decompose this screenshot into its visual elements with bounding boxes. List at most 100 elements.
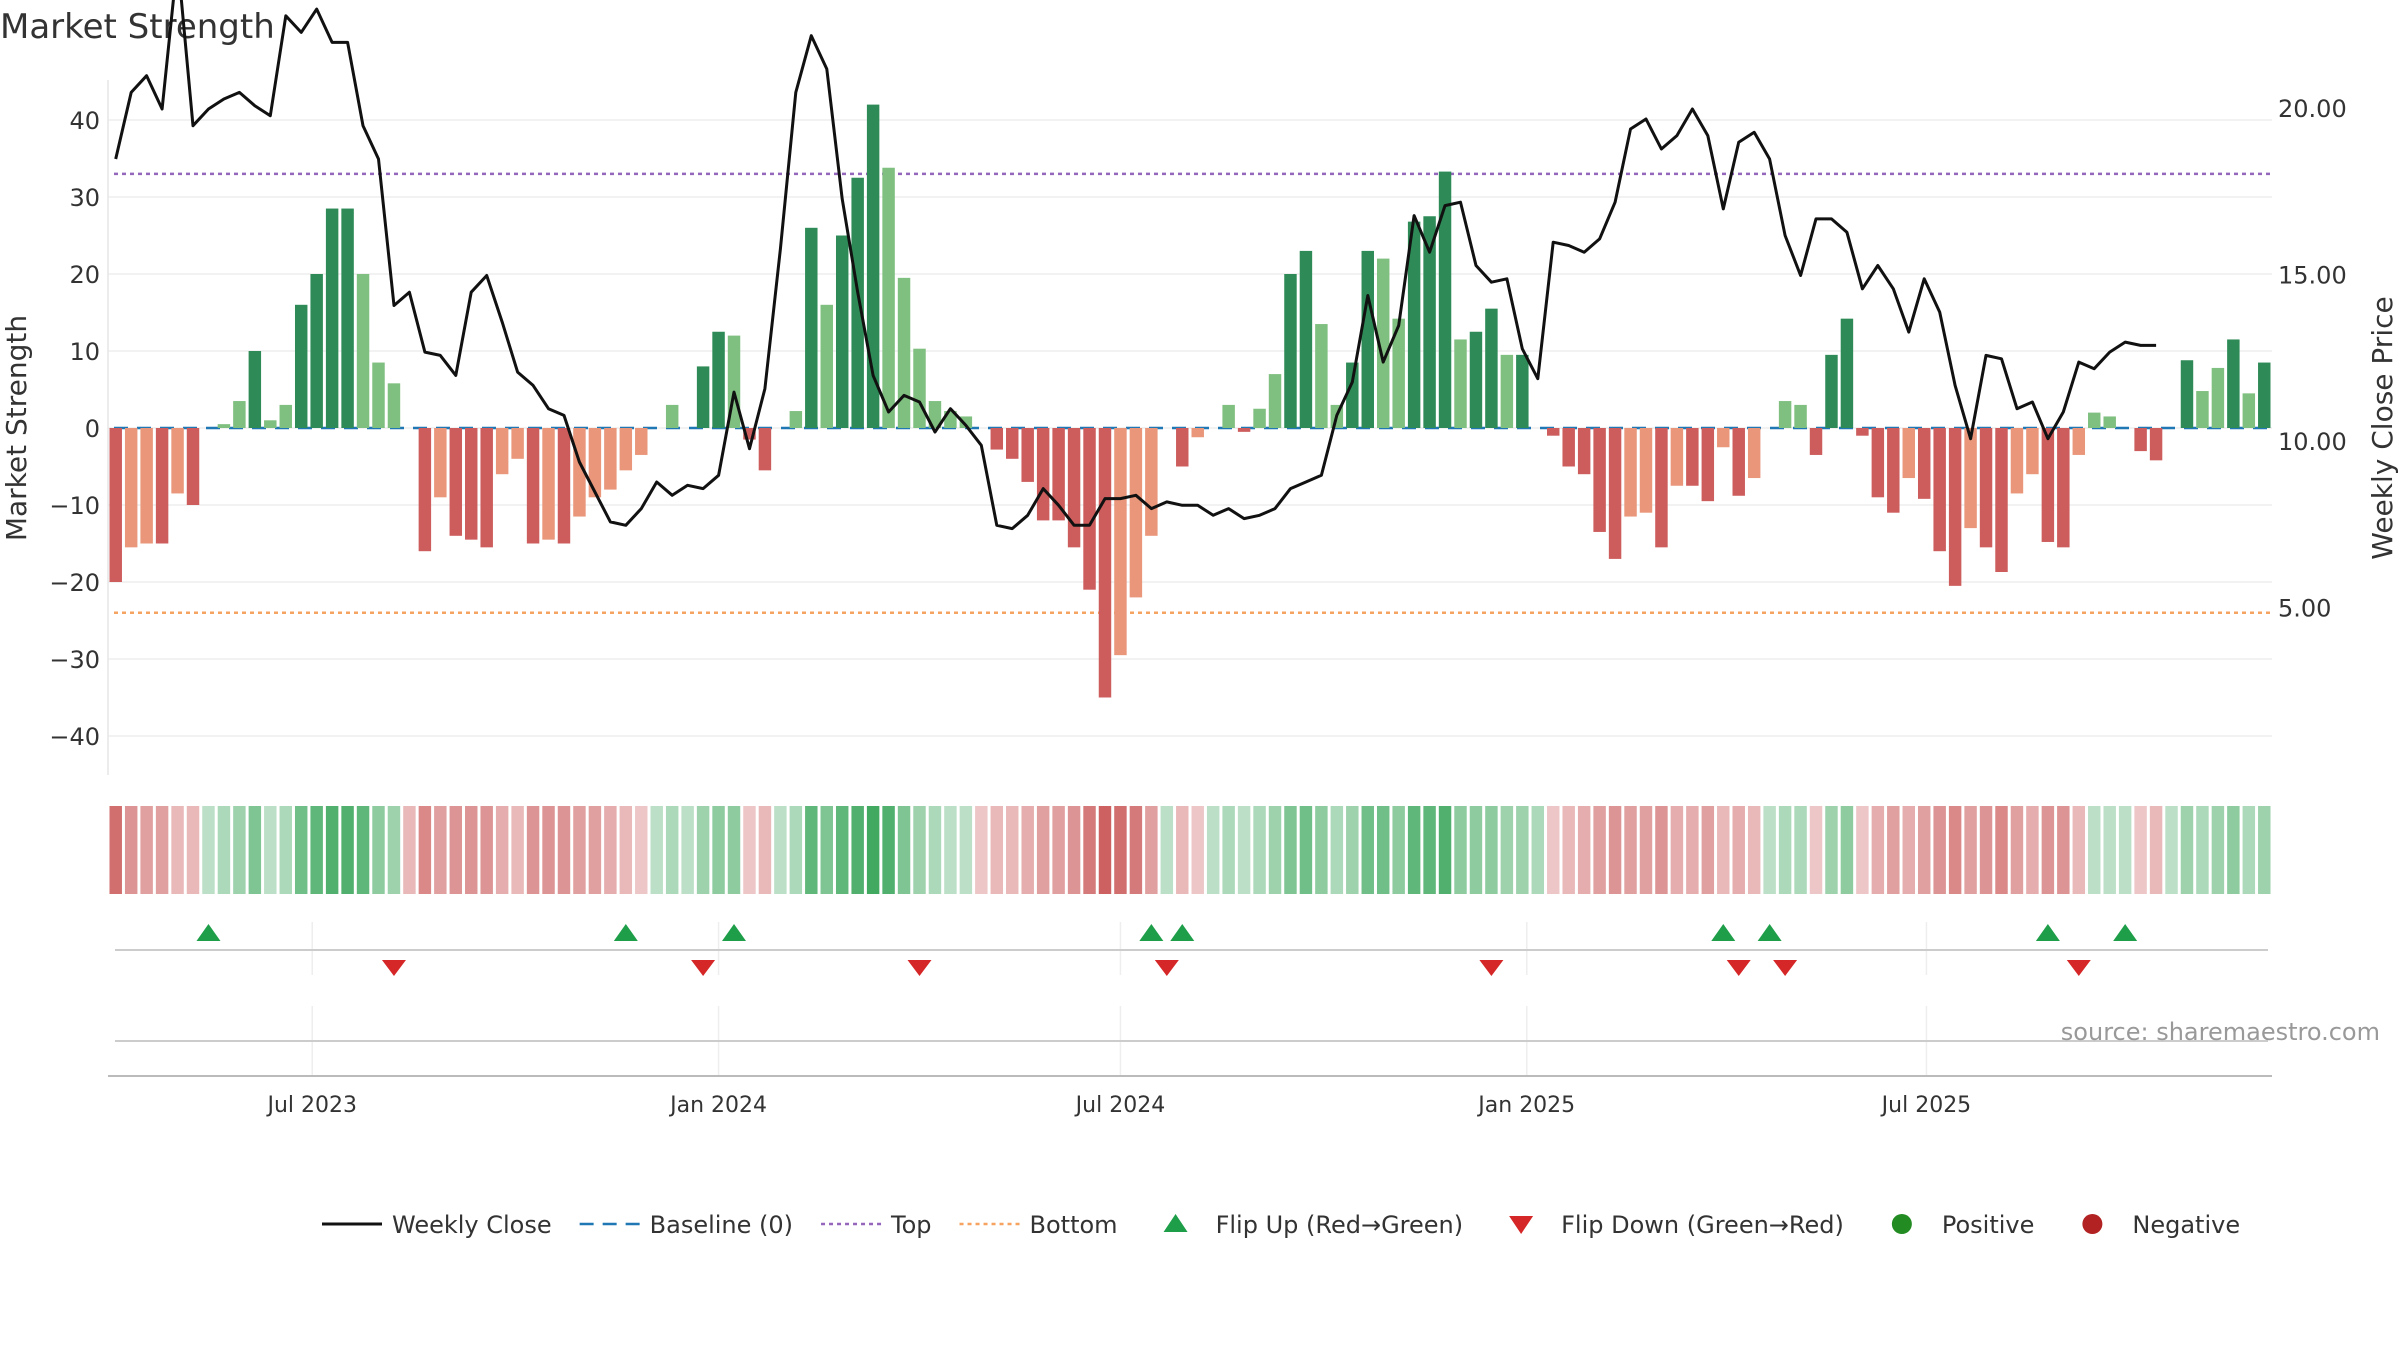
strength-bar: [2134, 428, 2147, 452]
strength-bar: [542, 428, 555, 540]
legend-item-close: Weekly Close: [322, 1211, 552, 1239]
left-tick-label: 10: [69, 338, 100, 366]
heat-cell: [1315, 806, 1328, 894]
strength-bar: [155, 428, 169, 544]
heat-cell: [1794, 806, 1807, 894]
strength-bar: [604, 428, 617, 490]
heat-cell: [2149, 806, 2163, 894]
strength-bar: [1438, 171, 1452, 428]
strength-bar: [1454, 339, 1467, 428]
strength-bar: [866, 104, 880, 428]
heat-cell: [186, 806, 200, 894]
heat-cell: [1268, 806, 1282, 894]
heat-cell: [403, 806, 416, 894]
legend-label: Top: [890, 1211, 932, 1239]
flip-down-marker: [381, 960, 406, 976]
left-tick-label: −20: [49, 569, 100, 597]
strength-bar: [2196, 391, 2209, 428]
strength-bar: [2103, 416, 2116, 428]
strength-bar: [1006, 428, 1019, 459]
heat-cell: [851, 806, 864, 894]
heat-cell: [124, 806, 138, 894]
heat-cell: [2057, 806, 2070, 894]
left-tick-label: 20: [69, 261, 100, 289]
heat-cell: [2165, 806, 2178, 894]
strength-bar: [434, 428, 447, 498]
strength-bar: [1114, 428, 1127, 656]
strength-bar: [805, 227, 818, 428]
heat-cell: [1948, 806, 1962, 894]
heat-cell: [434, 806, 447, 894]
strength-bar: [1253, 408, 1266, 428]
heat-cell: [928, 806, 942, 894]
heat-cell: [774, 806, 787, 894]
flip-down-marker: [2066, 960, 2091, 976]
heat-cell: [1979, 806, 1993, 894]
strength-bar: [1964, 428, 1977, 529]
heat-cell: [1052, 806, 1065, 894]
heat-cell: [248, 806, 262, 894]
strength-bar: [1933, 428, 1946, 552]
strength-bar: [248, 351, 262, 428]
heat-cell: [511, 806, 524, 894]
heat-cell: [2041, 806, 2055, 894]
strength-bar: [835, 235, 849, 428]
heat-cell: [1176, 806, 1189, 894]
strength-bar: [341, 208, 354, 428]
heat-cell: [665, 806, 679, 894]
heat-cell: [1516, 806, 1529, 894]
reference-lines: [114, 172, 2272, 615]
heat-cell: [2242, 806, 2256, 894]
flip-down-marker: [691, 960, 716, 976]
heat-cell: [1299, 806, 1313, 894]
heat-cell: [1114, 806, 1127, 894]
strength-bar: [1794, 404, 1807, 428]
heat-cell: [325, 806, 339, 894]
strength-bar: [2149, 428, 2163, 461]
heat-cell: [2088, 806, 2101, 894]
strength-bar: [851, 177, 864, 428]
strength-bar: [1624, 428, 1637, 517]
heat-cell: [1825, 806, 1838, 894]
strength-bar: [1871, 428, 1885, 498]
heat-cell: [1237, 806, 1251, 894]
strength-bar: [1299, 250, 1313, 428]
strength-bar: [1686, 428, 1699, 486]
triangle-up-icon: [1163, 1214, 1188, 1232]
strength-bar: [1392, 318, 1405, 428]
left-tick-label: 0: [85, 415, 100, 443]
heat-cell: [2180, 806, 2194, 894]
strength-bar: [1083, 428, 1096, 590]
heat-cell: [789, 806, 803, 894]
heat-cell: [1098, 806, 1112, 894]
heat-cell: [1145, 806, 1158, 894]
right-y-axis-label: Weekly Close Price: [2366, 296, 2399, 559]
strength-bar: [758, 428, 772, 471]
left-tick-label: −10: [49, 492, 100, 520]
strength-bar: [1887, 428, 1900, 513]
heat-cell: [294, 806, 308, 894]
strength-bar: [1469, 331, 1483, 428]
heat-cell: [279, 806, 292, 894]
legend-label: Weekly Close: [392, 1211, 552, 1239]
left-tick-label: 30: [69, 184, 100, 212]
strength-bar: [2211, 367, 2225, 428]
strength-bar: [2057, 428, 2070, 548]
heat-cell: [480, 806, 493, 894]
heat-cell: [1438, 806, 1452, 894]
heat-cell: [1253, 806, 1266, 894]
strength-bar: [1098, 428, 1112, 698]
heat-cell: [2227, 806, 2240, 894]
strength-bar: [820, 304, 833, 428]
strength-bar: [1778, 401, 1792, 428]
strength-bar: [1500, 354, 1514, 428]
strength-bar: [217, 424, 231, 428]
left-y-axis-label: Market Strength: [0, 315, 33, 541]
heat-cell: [1593, 806, 1606, 894]
x-tick-label: Jul 2024: [1074, 1093, 1166, 1118]
strength-bar: [1840, 318, 1854, 428]
strength-bar: [325, 208, 339, 428]
heat-cell: [1067, 806, 1081, 894]
flip-up-marker: [613, 924, 638, 941]
